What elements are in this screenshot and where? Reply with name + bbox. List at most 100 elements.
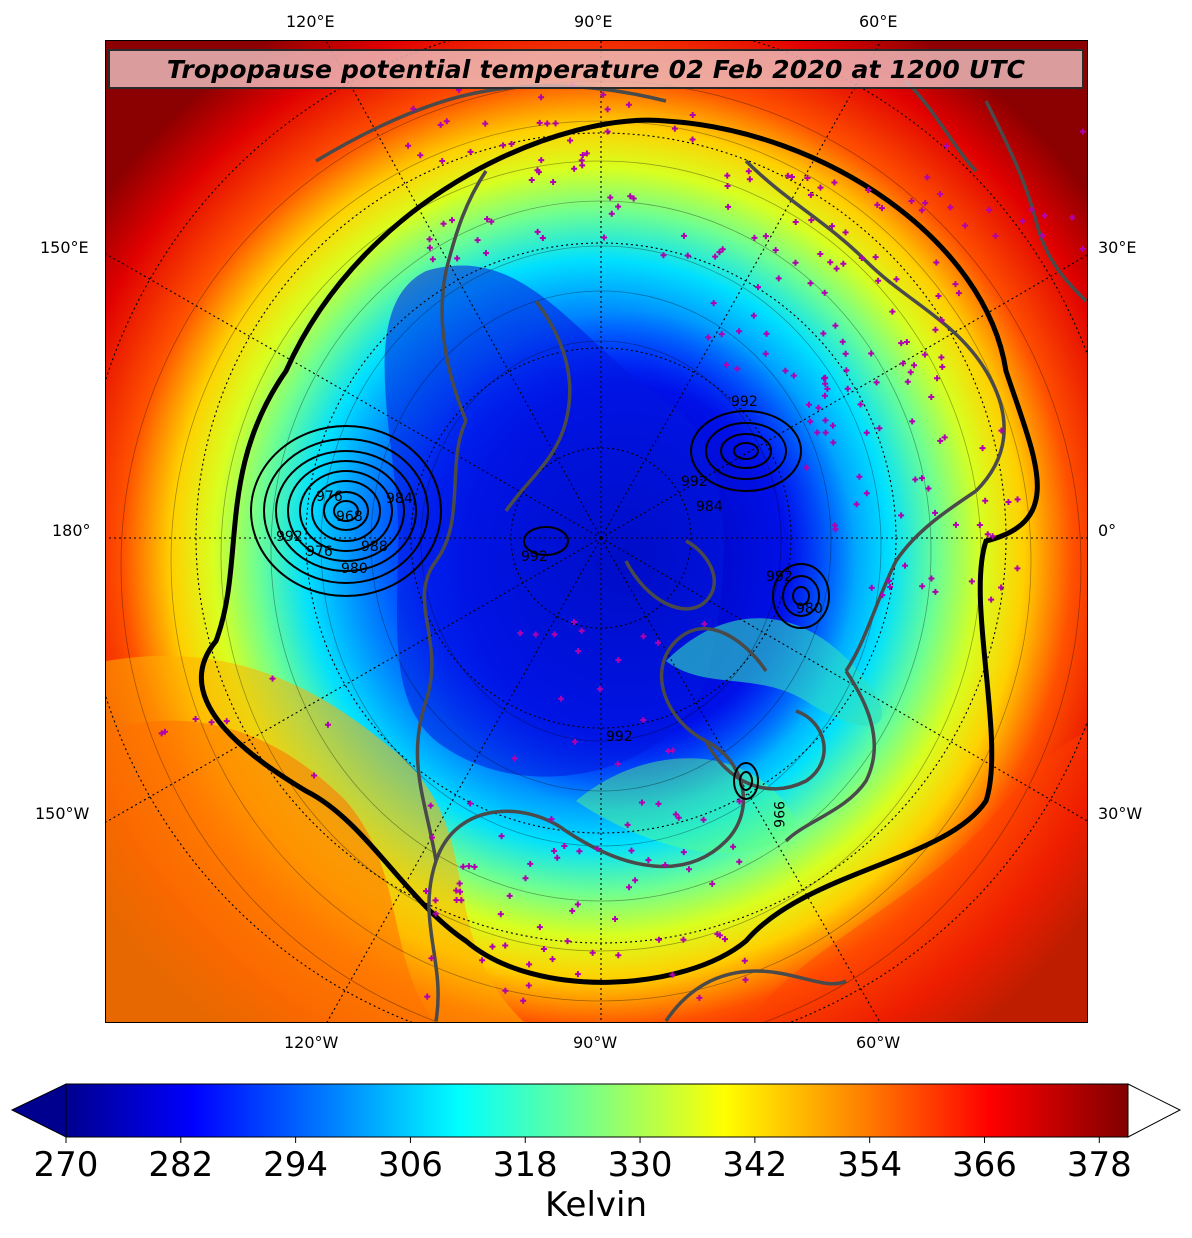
station-marker	[544, 120, 551, 127]
station-marker	[709, 880, 716, 887]
station-marker	[567, 137, 574, 144]
station-marker	[456, 880, 463, 887]
station-marker	[792, 259, 799, 266]
contour-label-group: 992 992 984 976 968 984 980 992 976 988 …	[276, 394, 823, 828]
station-marker	[858, 254, 865, 261]
station-marker	[502, 987, 509, 994]
station-marker	[684, 252, 691, 259]
station-marker	[879, 592, 886, 599]
station-marker	[863, 490, 870, 497]
bottom-longitude-label: 90°W	[573, 1033, 618, 1052]
title-box: Tropopause potential temperature 02 Feb …	[108, 49, 1084, 89]
bottom-longitude-label: 120°W	[284, 1033, 339, 1052]
station-marker	[868, 350, 875, 357]
station-marker	[724, 183, 731, 190]
station-marker	[807, 280, 814, 287]
station-marker	[601, 234, 608, 241]
station-marker	[497, 911, 504, 918]
station-marker	[1041, 212, 1048, 219]
station-marker	[824, 385, 831, 392]
station-marker	[550, 178, 557, 185]
station-marker	[551, 631, 558, 638]
station-marker	[868, 584, 875, 591]
contour-label: 988	[361, 539, 388, 555]
station-marker	[932, 326, 939, 333]
station-marker	[932, 509, 939, 516]
station-marker	[427, 802, 434, 809]
station-marker	[615, 203, 622, 210]
station-marker	[714, 931, 721, 938]
station-marker	[680, 849, 687, 856]
station-marker	[955, 290, 962, 297]
station-marker	[655, 936, 662, 943]
station-marker	[579, 162, 586, 169]
station-marker	[903, 338, 910, 345]
station-marker	[554, 854, 561, 861]
station-marker	[689, 136, 696, 143]
station-marker	[640, 633, 647, 640]
station-marker	[922, 200, 929, 207]
map-title: Tropopause potential temperature 02 Feb …	[166, 54, 1026, 84]
station-marker	[820, 330, 827, 337]
station-marker	[901, 562, 908, 569]
station-marker	[724, 172, 731, 179]
station-marker	[998, 584, 1005, 591]
station-marker	[986, 206, 993, 213]
station-marker	[712, 253, 719, 260]
station-marker	[423, 888, 430, 895]
station-marker	[457, 888, 464, 895]
station-marker	[311, 772, 318, 779]
station-marker	[872, 254, 879, 261]
station-marker	[788, 174, 795, 181]
station-marker	[589, 949, 596, 956]
station-marker	[982, 497, 989, 504]
station-marker	[898, 512, 905, 519]
station-marker	[578, 157, 585, 164]
contour-label: 992	[681, 474, 708, 490]
station-marker	[919, 475, 926, 482]
station-marker	[561, 842, 568, 849]
station-marker	[511, 755, 518, 762]
station-marker	[539, 235, 546, 242]
station-marker	[488, 218, 495, 225]
station-marker	[604, 128, 611, 135]
station-marker	[426, 244, 433, 251]
station-marker	[465, 863, 472, 870]
station-marker	[746, 176, 753, 183]
station-marker	[686, 866, 693, 873]
station-marker	[919, 583, 926, 590]
right-longitude-label: 0°	[1098, 521, 1117, 540]
station-marker	[625, 101, 632, 108]
station-marker	[844, 385, 851, 392]
station-marker	[820, 375, 827, 382]
colorbar-high-extension	[1127, 1083, 1182, 1138]
station-marker	[832, 522, 839, 529]
station-marker	[454, 255, 461, 262]
station-marker	[941, 434, 948, 441]
station-marker	[952, 521, 959, 528]
station-marker	[723, 361, 730, 368]
station-marker	[937, 191, 944, 198]
station-marker	[829, 223, 836, 230]
colorbar-tick-label: 366	[952, 1145, 1017, 1185]
station-marker	[626, 884, 633, 891]
station-marker	[453, 896, 460, 903]
top-longitude-label: 90°E	[574, 12, 613, 31]
station-marker	[998, 427, 1005, 434]
station-marker	[947, 204, 954, 211]
station-markers	[158, 82, 1086, 1004]
left-longitude-label: 150°W	[35, 804, 90, 823]
station-marker	[716, 249, 723, 256]
station-marker	[410, 105, 417, 112]
station-marker	[608, 210, 615, 217]
station-marker	[596, 686, 603, 693]
station-marker	[827, 259, 834, 266]
station-marker	[453, 887, 460, 894]
station-marker	[807, 418, 814, 425]
station-marker	[1068, 214, 1075, 221]
potential-temperature-map: 992 992 984 976 968 984 980 992 976 988 …	[106, 41, 1087, 1022]
station-marker	[671, 125, 678, 132]
station-marker	[803, 464, 810, 471]
colorbar-tick-label: 378	[1066, 1145, 1132, 1185]
colorbar-tick-label: 306	[377, 1145, 443, 1185]
